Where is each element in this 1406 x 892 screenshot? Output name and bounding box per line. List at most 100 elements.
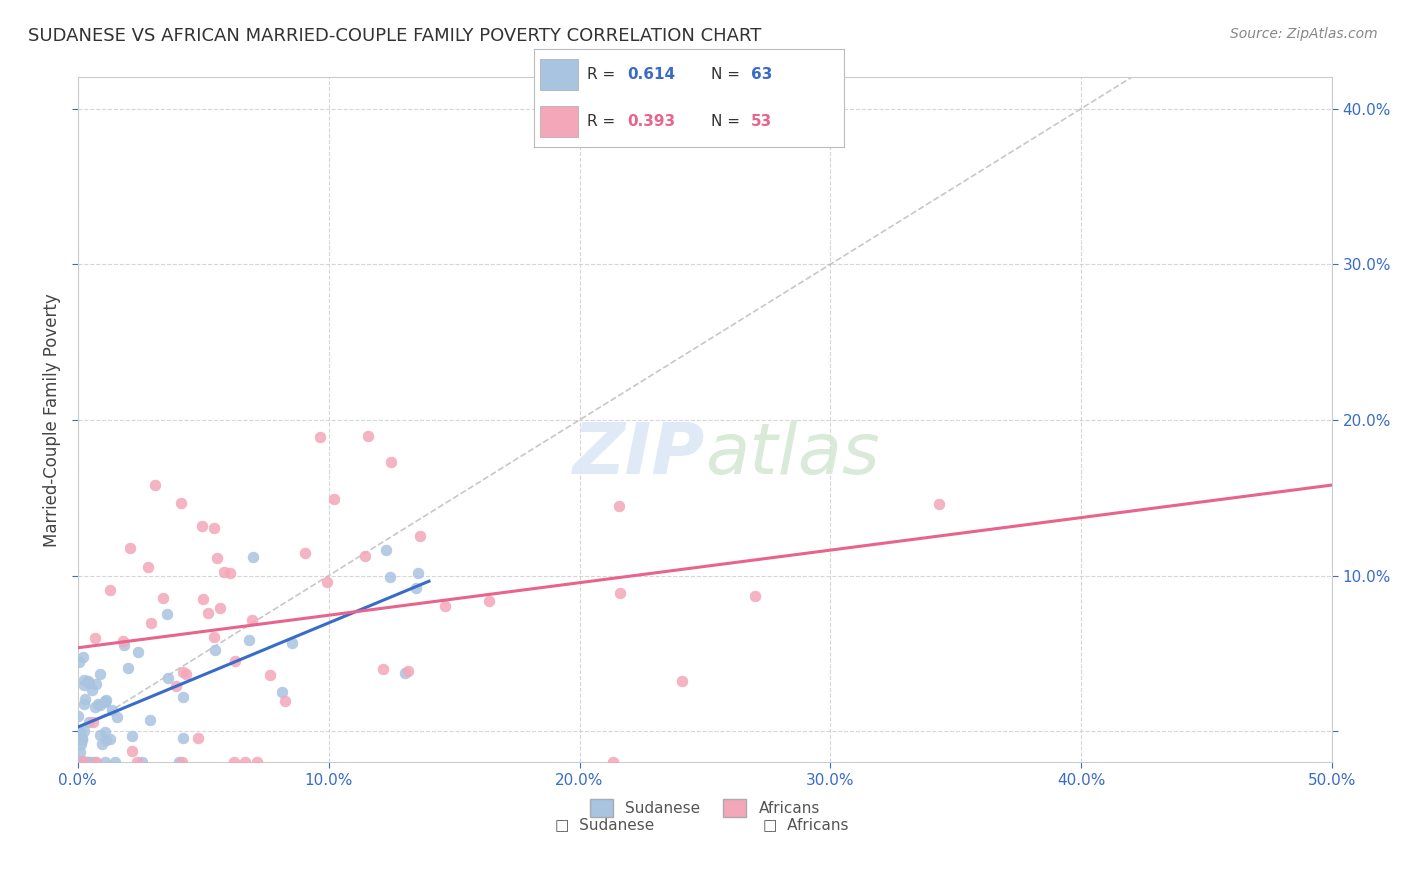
Point [77,676,100,690]
Point [224,756,246,770]
Point [80,682,103,697]
Point [281,636,304,650]
Point [76,756,98,770]
Text: 0.393: 0.393 [627,114,675,129]
Point [138,560,160,574]
Point [72,754,94,768]
Point [396,664,419,678]
Text: 63: 63 [751,67,772,82]
Point [94,724,117,739]
Point [73,678,96,692]
Point [928,497,950,511]
Point [271,684,294,698]
Point [405,581,427,595]
Text: SUDANESE VS AFRICAN MARRIED-COUPLE FAMILY POVERTY CORRELATION CHART: SUDANESE VS AFRICAN MARRIED-COUPLE FAMIL… [28,27,762,45]
Point [174,666,197,681]
Point [104,756,127,770]
Point [67,709,90,723]
Point [117,661,139,675]
Point [94,694,117,708]
Point [308,430,330,444]
Point [187,731,209,746]
Point [157,671,180,685]
Text: □  Sudanese: □ Sudanese [555,817,654,832]
Text: N =: N = [710,114,744,129]
Text: atlas: atlas [704,420,880,489]
Point [246,756,269,770]
Point [131,756,153,770]
Point [316,574,339,589]
Point [190,519,212,533]
Point [172,756,194,770]
Point [380,455,402,469]
Text: Source: ZipAtlas.com: Source: ZipAtlas.com [1230,27,1378,41]
Point [478,593,501,607]
Point [219,566,242,581]
Point [172,690,194,704]
Point [118,541,141,555]
Point [152,591,174,605]
Point [73,698,96,712]
Point [69,745,91,759]
Point [84,677,107,691]
Point [165,679,187,693]
Point [69,725,91,739]
Text: 0.614: 0.614 [627,67,675,82]
Point [90,737,112,751]
Point [205,550,228,565]
Point [77,756,100,770]
Point [67,754,90,768]
Point [83,700,105,714]
Point [408,529,430,543]
Point [84,756,107,770]
Text: R =: R = [586,114,620,129]
Point [72,731,94,745]
Point [671,673,693,688]
Point [94,694,117,708]
Point [77,756,100,770]
Point [80,756,103,770]
Point [294,546,316,560]
Y-axis label: Married-Couple Family Poverty: Married-Couple Family Poverty [44,293,60,547]
Point [406,566,429,580]
Point [139,616,162,631]
Point [202,521,225,535]
Point [233,756,256,770]
Legend: Sudanese, Africans: Sudanese, Africans [583,792,825,823]
Point [107,710,129,724]
Point [169,496,191,510]
Point [139,713,162,727]
FancyBboxPatch shape [540,106,578,137]
Point [240,613,263,627]
Point [238,632,260,647]
Point [193,591,215,606]
Text: ZIP: ZIP [572,420,704,489]
Point [609,586,631,600]
Text: R =: R = [586,67,620,82]
Point [73,692,96,706]
Point [72,756,94,770]
Point [89,728,111,742]
Point [70,737,93,751]
Text: N =: N = [710,67,744,82]
Point [202,630,225,644]
Point [204,643,226,657]
Point [82,715,104,730]
Point [357,429,380,443]
Point [209,600,232,615]
Point [371,662,394,676]
Point [353,549,375,564]
Point [72,756,94,770]
Point [89,698,111,712]
Point [72,649,94,664]
Point [167,756,190,770]
Point [375,542,398,557]
Point [100,731,122,746]
Point [94,693,117,707]
Point [197,606,219,620]
Point [127,645,149,659]
Point [84,756,107,770]
Point [242,549,264,564]
Point [378,570,401,584]
Point [224,654,246,668]
